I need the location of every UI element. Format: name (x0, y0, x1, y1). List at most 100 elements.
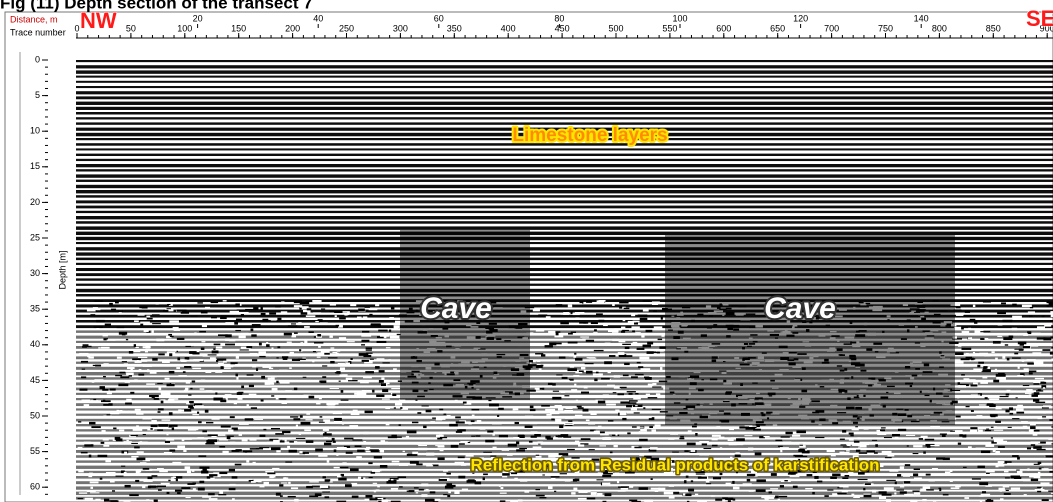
noise (996, 451, 1000, 454)
trace-tick-label: 400 (501, 23, 516, 33)
noise (568, 342, 578, 344)
noise (1005, 410, 1009, 413)
noise (272, 388, 278, 390)
noise (391, 479, 394, 480)
noise (267, 442, 274, 444)
noise (332, 438, 335, 441)
noise (344, 313, 349, 315)
noise (561, 392, 565, 393)
noise (914, 468, 920, 470)
noise (325, 496, 330, 498)
noise (972, 478, 981, 479)
noise (635, 405, 638, 406)
noise (1002, 356, 1005, 359)
noise (304, 452, 309, 454)
noise (945, 471, 950, 474)
noise (623, 319, 626, 321)
noise (998, 446, 1005, 448)
noise (202, 430, 207, 432)
noise (277, 318, 281, 320)
noise (462, 489, 468, 492)
noise (1040, 382, 1046, 384)
noise (607, 385, 615, 387)
noise (177, 492, 181, 494)
reflector (76, 226, 1053, 229)
noise (711, 495, 715, 497)
noise (575, 358, 582, 361)
noise (594, 329, 597, 331)
noise (381, 440, 386, 442)
noise (138, 357, 147, 358)
noise (103, 416, 111, 417)
noise (1034, 392, 1040, 395)
distance-tick-label: 80 (554, 13, 564, 23)
noise (929, 480, 935, 481)
noise (151, 330, 153, 333)
noise (167, 308, 171, 309)
noise (573, 355, 576, 358)
noise (245, 418, 253, 420)
noise (524, 490, 529, 492)
noise (85, 498, 93, 500)
noise (324, 443, 331, 446)
noise (116, 438, 123, 441)
noise (393, 368, 397, 371)
noise (363, 355, 371, 357)
noise (337, 350, 341, 352)
noise (599, 300, 606, 302)
noise (126, 339, 128, 340)
noise (854, 495, 863, 497)
noise (136, 413, 143, 415)
noise (542, 474, 545, 475)
noise (1008, 427, 1012, 428)
noise (213, 348, 215, 350)
noise (575, 372, 582, 373)
noise (383, 362, 390, 363)
noise (218, 435, 226, 436)
trace-tick-label: 300 (393, 23, 408, 33)
noise (379, 370, 385, 373)
noise (202, 468, 206, 470)
noise (805, 488, 812, 489)
noise (391, 307, 394, 310)
noise (1042, 499, 1049, 501)
noise (158, 387, 161, 390)
noise (324, 437, 328, 439)
noise (152, 314, 160, 315)
noise (488, 411, 492, 413)
noise (338, 363, 345, 366)
noise (541, 405, 550, 407)
noise (371, 472, 375, 474)
noise (317, 353, 319, 355)
noise (276, 357, 278, 358)
noise (858, 479, 868, 480)
noise (620, 387, 627, 388)
trace-tick-label: 700 (824, 23, 839, 33)
noise (281, 301, 284, 302)
noise (1036, 390, 1043, 391)
noise (149, 350, 152, 352)
noise (110, 388, 116, 390)
noise (193, 488, 196, 491)
noise (378, 330, 387, 332)
noise (101, 347, 110, 349)
noise (145, 349, 148, 352)
noise (262, 319, 268, 322)
noise (356, 456, 362, 458)
noise (846, 450, 850, 451)
noise (856, 450, 860, 452)
noise (1042, 349, 1050, 351)
noise (376, 395, 384, 397)
noise (191, 344, 193, 346)
noise (121, 466, 125, 467)
reflector (76, 164, 1053, 167)
noise (1029, 371, 1036, 373)
noise (621, 486, 629, 487)
noise (1034, 476, 1041, 479)
noise (968, 328, 971, 330)
noise (943, 458, 950, 460)
noise (227, 436, 234, 437)
noise (349, 425, 358, 427)
noise (89, 455, 92, 458)
noise (683, 493, 685, 495)
